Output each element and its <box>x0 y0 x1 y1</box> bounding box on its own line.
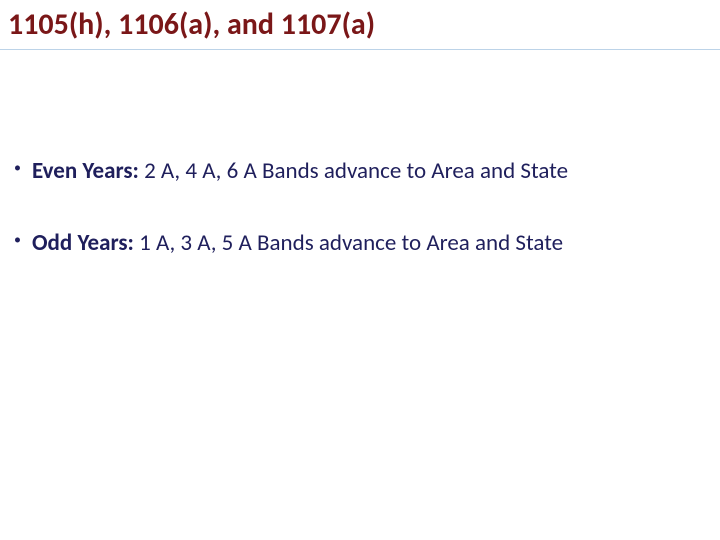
bullet-text: Even Years: 2 A, 4 A, 6 A Bands advance … <box>32 158 700 186</box>
body-region: • Even Years: 2 A, 4 A, 6 A Bands advanc… <box>14 158 700 257</box>
bullet-rest: 2 A, 4 A, 6 A Bands advance to Area and … <box>139 157 568 185</box>
bullet-dot-icon: • <box>14 232 32 249</box>
bullet-rest: 1 A, 3 A, 5 A Bands advance to Area and … <box>134 229 563 257</box>
bullet-item: • Even Years: 2 A, 4 A, 6 A Bands advanc… <box>14 158 700 186</box>
slide-title: 1105(h), 1106(a), and 1107(a) <box>8 8 712 43</box>
slide: 1105(h), 1106(a), and 1107(a) • Even Yea… <box>0 0 720 540</box>
title-region: 1105(h), 1106(a), and 1107(a) <box>0 0 720 50</box>
bullet-lead: Odd Years: <box>32 229 134 257</box>
bullet-text: Odd Years: 1 A, 3 A, 5 A Bands advance t… <box>32 230 700 258</box>
bullet-item: • Odd Years: 1 A, 3 A, 5 A Bands advance… <box>14 230 700 258</box>
bullet-lead: Even Years: <box>32 157 139 185</box>
bullet-dot-icon: • <box>14 160 32 177</box>
